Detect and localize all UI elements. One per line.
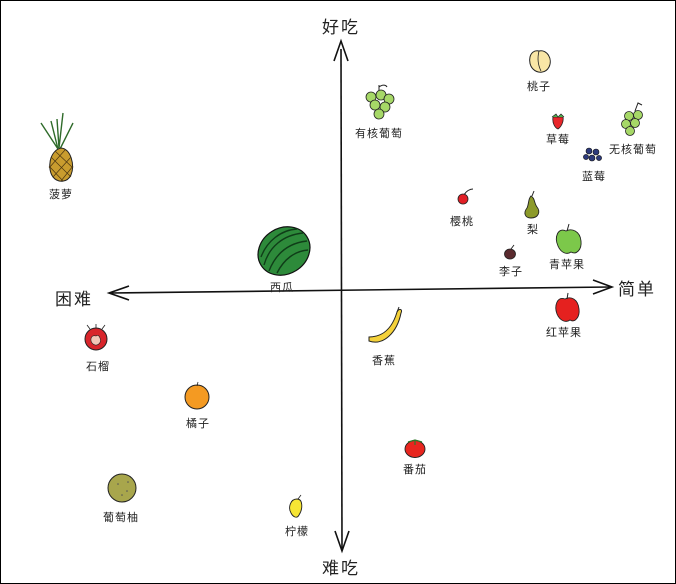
orange-icon xyxy=(184,381,210,410)
pineapple-icon xyxy=(40,112,74,182)
fruit-label: 葡萄柚 xyxy=(103,511,139,524)
axis-label-top: 好吃 xyxy=(322,18,360,38)
arrow-right-icon xyxy=(592,279,615,295)
fruit-label: 无核葡萄 xyxy=(609,143,657,156)
fruit-label: 石榴 xyxy=(86,360,110,373)
grapes-icon xyxy=(365,84,395,120)
fruit-label: 蓝莓 xyxy=(582,170,606,183)
grapefruit-icon xyxy=(107,473,137,503)
blueberry-icon xyxy=(583,147,602,162)
arrow-down-icon xyxy=(334,530,350,554)
axis-label-left: 困难 xyxy=(55,290,93,310)
fruit-label: 香蕉 xyxy=(372,354,396,367)
axis-label-bottom: 难吃 xyxy=(322,559,360,579)
fruit-label: 桃子 xyxy=(527,80,551,93)
watermelon-icon xyxy=(257,226,311,276)
axes xyxy=(106,38,615,554)
fruit-label: 橘子 xyxy=(186,417,210,430)
horizontal-axis xyxy=(110,286,612,294)
arrow-left-icon xyxy=(106,285,130,301)
fruit-label: 李子 xyxy=(499,265,523,278)
pomegranate-icon xyxy=(84,324,108,351)
apple-icon xyxy=(555,292,580,322)
fruit-label: 柠檬 xyxy=(285,525,309,538)
vertical-axis xyxy=(340,48,343,550)
axis-label-right: 简单 xyxy=(618,280,656,300)
fruit-label: 草莓 xyxy=(546,133,570,146)
fruit-label: 西瓜 xyxy=(270,281,294,294)
banana-icon xyxy=(368,306,402,343)
strawberry-icon xyxy=(551,113,565,130)
tomato-icon xyxy=(404,439,426,458)
lemon-icon xyxy=(289,494,303,518)
fruit-label: 菠萝 xyxy=(49,188,73,201)
cherry-icon xyxy=(457,188,474,205)
peach-icon xyxy=(529,50,551,73)
plum-icon xyxy=(504,244,516,260)
fruit-label: 青苹果 xyxy=(549,258,585,271)
apple-icon xyxy=(555,223,582,254)
fruit-label: 番茄 xyxy=(403,463,427,476)
fruit-label: 樱桃 xyxy=(450,215,474,228)
pear-icon xyxy=(524,190,540,219)
fruit-label: 有核葡萄 xyxy=(355,127,403,140)
fruit-label: 梨 xyxy=(527,223,539,236)
fruit-label: 红苹果 xyxy=(546,326,582,339)
arrow-up-icon xyxy=(333,38,349,62)
grapes-icon xyxy=(621,102,643,136)
